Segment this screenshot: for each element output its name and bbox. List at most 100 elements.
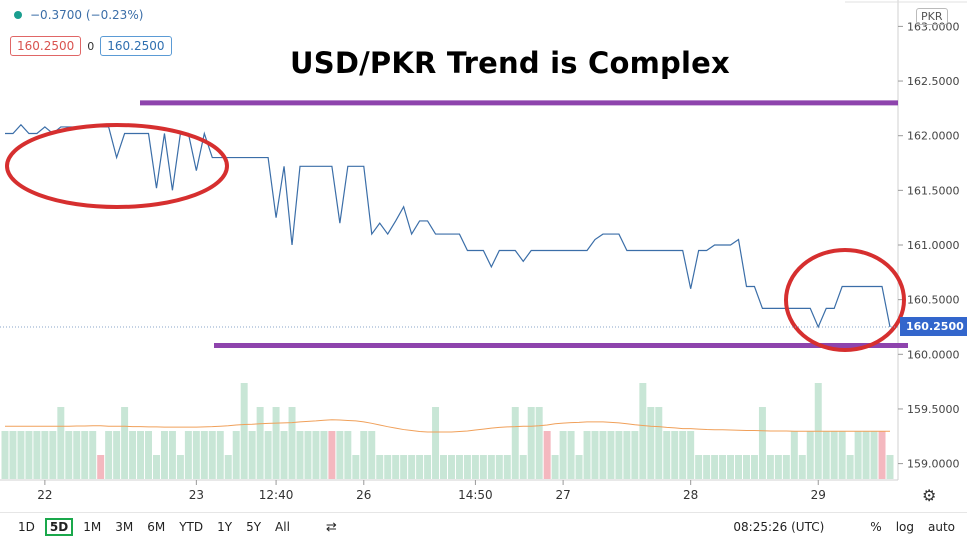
volume-bar [184, 431, 192, 479]
volume-bar [559, 431, 567, 479]
x-tick-label: 12:40 [259, 488, 294, 502]
price-change: −0.3700 (−0.23%) [30, 8, 144, 22]
volume-bar [607, 431, 615, 479]
range-button-1d[interactable]: 1D [18, 519, 35, 534]
volume-bar [384, 455, 392, 479]
volume-bar [862, 431, 870, 479]
scale-auto-button[interactable]: auto [927, 519, 955, 534]
y-tick-label: 160.0000 [907, 348, 960, 361]
volume-bar [360, 431, 368, 479]
y-tick-label: 162.0000 [907, 130, 960, 143]
volume-bar [25, 431, 33, 479]
y-tick-label: 159.0000 [907, 458, 960, 471]
ask-price[interactable]: 160.2500 [100, 36, 172, 56]
volume-bar [495, 455, 503, 479]
volume-bar [455, 455, 463, 479]
volume-bar [711, 455, 719, 479]
volume-bar [471, 455, 479, 479]
volume-bar [575, 455, 583, 479]
volume-bar [463, 455, 471, 479]
scale-log-button[interactable]: log [895, 519, 914, 534]
volume-bar [336, 431, 344, 479]
x-tick-label: 23 [189, 488, 204, 502]
volume-bar [639, 383, 647, 479]
x-tick-label: 28 [683, 488, 698, 502]
volume-bar [408, 455, 416, 479]
volume-bar [65, 431, 73, 479]
spread-value: 0 [87, 39, 95, 53]
currency-label[interactable]: PKR [916, 8, 948, 25]
status-dot-icon [14, 11, 22, 19]
volume-bar [392, 455, 400, 479]
volume-bar [137, 431, 145, 479]
bottom-toolbar: 1D 5D 1M 3M 6M YTD 1Y 5Y All ⇄ 08:25:26 (UTC) % … [0, 512, 967, 540]
volume-bar [49, 431, 57, 479]
volume-bar [121, 407, 129, 479]
volume-bar [1, 431, 9, 479]
price-series-line [5, 123, 891, 329]
volume-bar [743, 455, 750, 479]
volume-bar [671, 431, 679, 479]
volume-bar [97, 455, 105, 479]
volume-bar [758, 407, 766, 479]
volume-bar [623, 431, 631, 479]
volume-bar [200, 431, 208, 479]
volume-bar [33, 431, 41, 479]
volume-bar [208, 431, 216, 479]
volume-bar [830, 431, 838, 479]
volume-bar [256, 407, 264, 479]
volume-bar [145, 431, 152, 479]
volume-bar [774, 455, 782, 479]
volume-bar [838, 431, 846, 479]
volume-bar [192, 431, 200, 479]
scale-percent-button[interactable]: % [870, 519, 882, 534]
volume-bar [328, 431, 336, 479]
range-button-ytd[interactable]: YTD [179, 519, 204, 534]
range-button-all[interactable]: All [275, 519, 290, 534]
range-button-1y[interactable]: 1Y [217, 519, 233, 534]
volume-bar [527, 407, 535, 479]
volume-bar [655, 407, 663, 479]
gear-icon[interactable]: ⚙ [922, 488, 937, 505]
volume-bar [511, 407, 519, 479]
range-button-6m[interactable]: 6M [147, 519, 166, 534]
volume-bar [105, 431, 113, 479]
x-axis-ticks: 22 23 12:40 26 14:50 27 28 29 [37, 480, 826, 502]
volume-bar [615, 431, 623, 479]
volume-bar [798, 455, 806, 479]
volume-bar [487, 455, 495, 479]
volume-moving-average [5, 419, 890, 433]
range-button-5y[interactable]: 5Y [246, 519, 262, 534]
volume-bar [41, 431, 49, 479]
volume-bar [551, 455, 559, 479]
volume-bar [854, 431, 862, 479]
range-button-3m[interactable]: 3M [115, 519, 134, 534]
volume-bar [9, 431, 17, 479]
volume-bar [153, 455, 160, 479]
bid-price[interactable]: 160.2500 [10, 36, 82, 56]
volume-bar [240, 383, 248, 479]
volume-bar [368, 431, 376, 479]
legend: −0.3700 (−0.23%) [14, 8, 143, 22]
compare-icon[interactable]: ⇄ [325, 518, 337, 534]
range-button-5d[interactable]: 5D [44, 517, 74, 536]
volume-bar [599, 431, 607, 479]
volume-bar [766, 455, 774, 479]
volume-bar [216, 431, 224, 479]
volume-bar [647, 407, 655, 479]
price-chart[interactable]: 163.0000162.5000162.0000161.5000161.0000… [0, 0, 967, 512]
y-tick-label: 161.0000 [907, 239, 960, 252]
volume-bar [535, 407, 543, 479]
volume-bar [81, 431, 89, 479]
volume-bar [543, 431, 551, 479]
volume-bar [806, 431, 814, 479]
range-button-1m[interactable]: 1M [83, 519, 102, 534]
volume-bar [17, 431, 25, 479]
current-price-tag: 160.2500 [900, 317, 967, 336]
volume-bar [727, 455, 735, 479]
volume-bar [846, 455, 854, 479]
volume-bar [73, 431, 81, 479]
volume-bar [790, 431, 798, 479]
volume-bar [750, 455, 758, 479]
volume-bar [663, 431, 671, 479]
